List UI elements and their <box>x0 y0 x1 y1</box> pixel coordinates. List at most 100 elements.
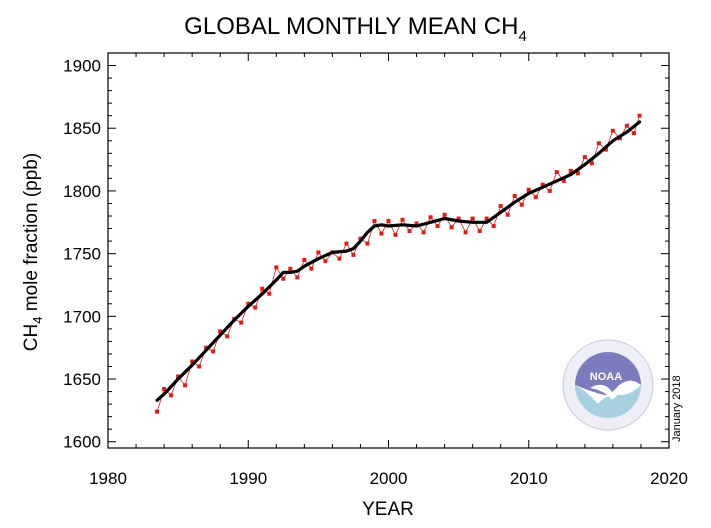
data-series <box>155 113 642 414</box>
date-annotation: January 2018 <box>671 375 683 442</box>
monthly-point <box>309 266 314 271</box>
monthly-point <box>393 232 398 237</box>
monthly-point <box>582 155 587 160</box>
monthly-point <box>589 161 594 166</box>
x-tick-label: 1990 <box>229 469 267 488</box>
monthly-point <box>414 221 419 226</box>
monthly-point <box>386 219 391 224</box>
y-tick-label: 1900 <box>63 57 101 76</box>
monthly-point <box>211 349 216 354</box>
monthly-point <box>183 383 188 388</box>
monthly-point <box>155 409 160 414</box>
noaa-logo: NOAA <box>562 339 654 431</box>
y-axis-label-suffix: mole fraction (ppb) <box>21 153 42 317</box>
monthly-point <box>274 265 279 270</box>
monthly-point <box>596 141 601 146</box>
monthly-point <box>561 178 566 183</box>
monthly-point <box>400 217 405 222</box>
trend-line <box>155 120 642 402</box>
monthly-point <box>169 393 174 398</box>
monthly-point <box>204 345 209 350</box>
y-tick-label: 1800 <box>63 182 101 201</box>
monthly-point <box>540 182 545 187</box>
monthly-point <box>463 230 468 235</box>
y-tick-label: 1850 <box>63 119 101 138</box>
x-tick-label: 2020 <box>650 469 688 488</box>
monthly-point <box>358 236 363 241</box>
monthly-point <box>624 123 629 128</box>
noaa-logo-sea <box>575 385 641 418</box>
x-axis-label: YEAR <box>362 499 414 520</box>
monthly-point <box>253 305 258 310</box>
monthly-point <box>421 230 426 235</box>
monthly-point <box>498 203 503 208</box>
y-axis-label-prefix: CH <box>21 324 42 351</box>
monthly-point <box>491 224 496 229</box>
monthly-point <box>637 113 642 118</box>
chart-title-subscript: 4 <box>518 28 526 45</box>
monthly-point <box>288 266 293 271</box>
y-axis-label-subscript: 4 <box>30 317 45 324</box>
monthly-point <box>162 387 167 392</box>
monthly-point <box>176 374 181 379</box>
monthly-point <box>337 256 342 261</box>
monthly-point <box>190 359 195 364</box>
monthly-point <box>631 131 636 136</box>
monthly-point <box>547 188 552 193</box>
monthly-point <box>456 216 461 221</box>
monthly-point <box>575 171 580 176</box>
monthly-point <box>365 241 370 246</box>
monthly-point <box>477 229 482 234</box>
monthly-point <box>239 320 244 325</box>
chart-title: GLOBAL MONTHLY MEAN CH4 <box>184 13 527 45</box>
monthly-point <box>218 329 223 334</box>
y-tick-label: 1700 <box>63 307 101 326</box>
x-axis-tick-labels: 1980 1990 2000 2010 2020 <box>89 469 688 488</box>
y-tick-label: 1600 <box>63 433 101 452</box>
y-axis-tick-labels: 1600 1650 1700 1750 1800 1850 1900 <box>63 57 101 452</box>
noaa-logo-sky <box>575 352 641 396</box>
monthly-point <box>435 224 440 229</box>
monthly-point <box>554 170 559 175</box>
monthly-point <box>470 216 475 221</box>
monthly-point <box>372 219 377 224</box>
monthly-point <box>379 231 384 236</box>
monthly-point <box>316 250 321 255</box>
monthly-point <box>442 212 447 217</box>
monthly-point <box>302 257 307 262</box>
noaa-logo-text: NOAA <box>590 371 622 383</box>
monthly-point <box>281 276 286 281</box>
monthly-point <box>512 193 517 198</box>
monthly-point <box>323 259 328 264</box>
monthly-point <box>428 215 433 220</box>
monthly-point <box>344 241 349 246</box>
monthly-point <box>519 202 524 207</box>
monthly-point <box>197 364 202 369</box>
y-axis-ticks <box>108 65 669 443</box>
chart-title-text: GLOBAL MONTHLY MEAN CH <box>184 13 518 40</box>
monthly-point <box>407 229 412 234</box>
x-tick-label: 2000 <box>370 469 408 488</box>
y-tick-label: 1750 <box>63 245 101 264</box>
monthly-point <box>267 291 272 296</box>
monthly-series-line <box>156 115 640 412</box>
y-tick-label: 1650 <box>63 370 101 389</box>
monthly-point <box>610 128 615 133</box>
monthly-point <box>484 216 489 221</box>
monthly-point <box>526 187 531 192</box>
x-tick-label: 2010 <box>510 469 548 488</box>
monthly-point <box>568 168 573 173</box>
monthly-point <box>533 195 538 200</box>
monthly-point <box>260 286 265 291</box>
monthly-point <box>246 301 251 306</box>
monthly-point <box>225 334 230 339</box>
monthly-point <box>351 252 356 257</box>
noaa-logo-bird <box>590 380 632 400</box>
monthly-point <box>603 147 608 152</box>
x-tick-label: 1980 <box>89 469 127 488</box>
monthly-point <box>449 225 454 230</box>
monthly-point <box>505 212 510 217</box>
y-axis-label: CH4 mole fraction (ppb) <box>21 153 45 351</box>
